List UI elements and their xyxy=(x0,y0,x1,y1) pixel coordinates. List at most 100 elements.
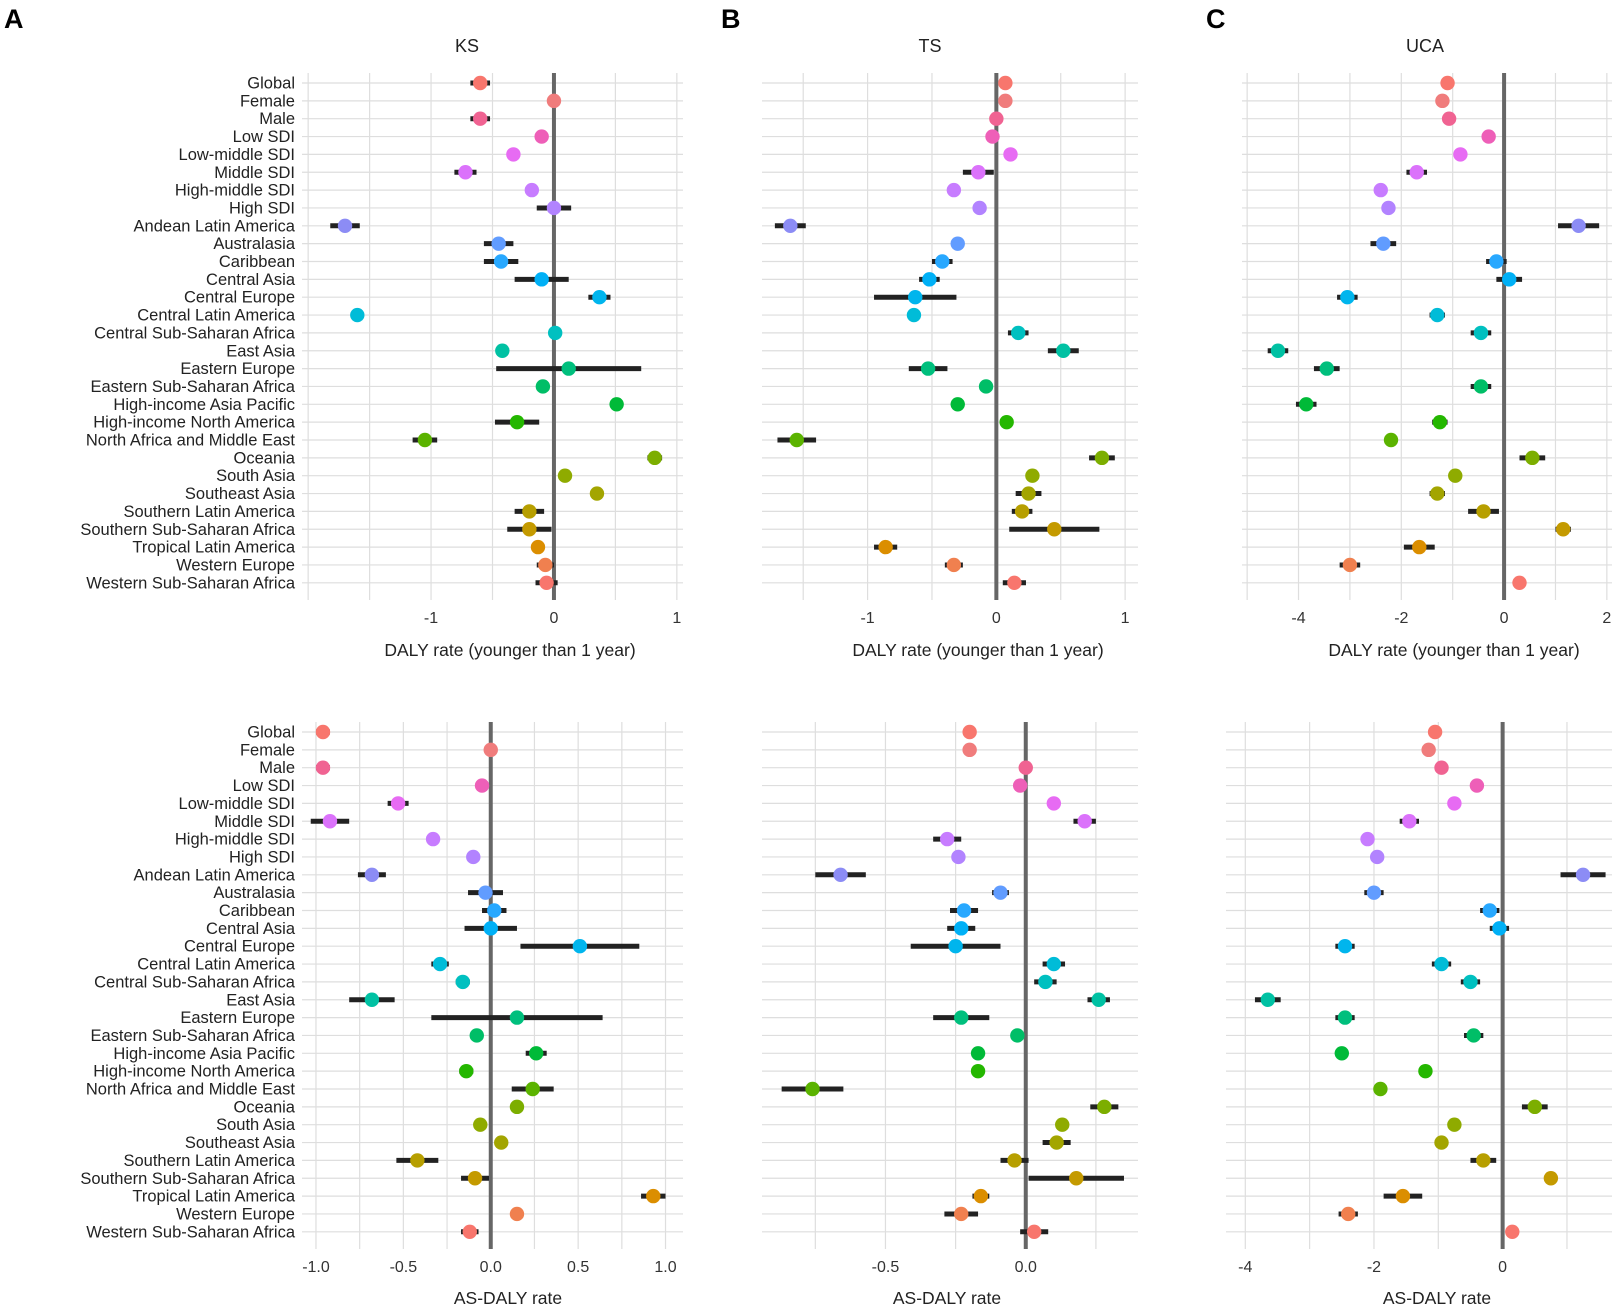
data-point xyxy=(1038,974,1053,990)
panel-a-bottom-x-ticks: -1.0 -0.5 0.0 0.5 1.0 xyxy=(302,1259,677,1276)
data-point xyxy=(1011,325,1026,341)
category-label: High-income North America xyxy=(93,1063,296,1081)
data-point xyxy=(1409,165,1424,180)
data-point xyxy=(1448,468,1463,483)
category-label: Eastern Europe xyxy=(180,1009,295,1027)
data-point xyxy=(1447,796,1462,811)
panel-b-bottom-x-ticks: -0.5 0.0 xyxy=(872,1259,1037,1276)
data-point xyxy=(1505,1224,1520,1240)
data-point xyxy=(954,1206,969,1222)
x-tick-label: -1.0 xyxy=(302,1259,330,1276)
panel-c-top: -4 -2 0 2 DALY rate (younger than 1 year) xyxy=(1242,73,1612,660)
data-point xyxy=(509,1010,525,1025)
data-point xyxy=(494,1135,509,1150)
data-point xyxy=(1463,974,1478,990)
data-point xyxy=(364,867,380,882)
panel-a-top-xlabel: DALY rate (younger than 1 year) xyxy=(384,640,635,660)
category-label: North Africa and Middle East xyxy=(86,432,296,450)
x-tick-label: 2 xyxy=(1602,610,1611,627)
category-label: Central Latin America xyxy=(137,956,296,974)
data-point xyxy=(783,218,798,233)
panel-c-title: UCA xyxy=(1406,36,1444,56)
panel-a-top-marks xyxy=(330,75,663,590)
category-label: Southern Latin America xyxy=(123,1152,295,1170)
data-point xyxy=(1427,724,1443,740)
category-label: Middle SDI xyxy=(214,164,295,182)
data-point xyxy=(1091,992,1106,1007)
data-point xyxy=(1007,575,1022,590)
panel-c-top-grid xyxy=(1242,73,1612,600)
x-tick-label: 0.0 xyxy=(480,1259,502,1276)
x-tick-label: -2 xyxy=(1367,1259,1381,1276)
data-point xyxy=(483,921,498,936)
category-label: Global xyxy=(247,724,295,742)
data-point xyxy=(315,724,331,740)
x-tick-label: -1 xyxy=(860,610,874,627)
data-point xyxy=(970,1046,986,1061)
data-point xyxy=(956,903,972,918)
data-point xyxy=(1543,1171,1559,1186)
data-point xyxy=(474,778,490,793)
data-point xyxy=(530,539,546,555)
data-point xyxy=(1077,814,1092,829)
data-point xyxy=(1069,1171,1084,1186)
data-point xyxy=(1010,1028,1025,1043)
data-point xyxy=(546,93,562,109)
data-point xyxy=(1046,956,1062,972)
category-label: Female xyxy=(240,741,295,759)
data-point xyxy=(1482,903,1497,918)
category-label: North Africa and Middle East xyxy=(86,1081,296,1099)
x-tick-label: 1 xyxy=(1121,610,1130,627)
data-point xyxy=(473,75,488,91)
category-label: Low SDI xyxy=(233,128,295,146)
data-point xyxy=(647,450,662,466)
panel-b-bottom-marks xyxy=(781,724,1124,1240)
data-point xyxy=(350,307,365,323)
category-label: Female xyxy=(240,92,295,110)
data-point xyxy=(535,379,551,394)
data-point xyxy=(999,414,1014,430)
data-point xyxy=(970,1063,986,1079)
x-tick-label: 1 xyxy=(672,610,681,627)
data-point xyxy=(1434,760,1449,775)
data-point xyxy=(1376,236,1391,251)
panel-a-top-grid xyxy=(302,73,683,600)
data-point xyxy=(1469,778,1485,793)
data-point xyxy=(509,1099,525,1115)
category-label: Low SDI xyxy=(233,777,295,795)
data-point xyxy=(493,254,509,269)
category-label: Global xyxy=(247,75,295,93)
data-point xyxy=(1018,760,1033,775)
category-label: Male xyxy=(259,759,295,777)
x-tick-label: 1.0 xyxy=(654,1259,676,1276)
category-label: Oceania xyxy=(234,1098,296,1116)
data-point xyxy=(972,200,987,216)
data-point xyxy=(458,165,473,180)
data-point xyxy=(1056,343,1071,358)
category-label: Western Europe xyxy=(176,1205,295,1223)
panel-b-bottom: -0.5 0.0 AS-DALY rate xyxy=(762,722,1138,1308)
panel-b-title: TS xyxy=(918,36,941,56)
data-point xyxy=(1453,147,1468,162)
data-point xyxy=(962,742,977,758)
data-point xyxy=(1047,522,1062,537)
data-point xyxy=(1055,1117,1070,1132)
data-point xyxy=(948,939,963,954)
data-point xyxy=(962,724,977,740)
data-point xyxy=(1432,414,1448,430)
data-point xyxy=(364,992,380,1007)
data-point xyxy=(425,831,441,847)
data-point xyxy=(491,236,506,251)
data-point xyxy=(609,397,624,412)
data-point xyxy=(1575,867,1591,882)
data-point xyxy=(950,397,965,412)
data-point xyxy=(989,111,1004,126)
category-label: Western Sub-Saharan Africa xyxy=(86,1223,296,1241)
category-label: Middle SDI xyxy=(214,813,295,831)
data-point xyxy=(487,903,502,918)
data-point xyxy=(459,1063,474,1079)
panel-letter-a: A xyxy=(4,4,24,34)
data-point xyxy=(805,1081,820,1097)
x-tick-label: -4 xyxy=(1238,1259,1252,1276)
